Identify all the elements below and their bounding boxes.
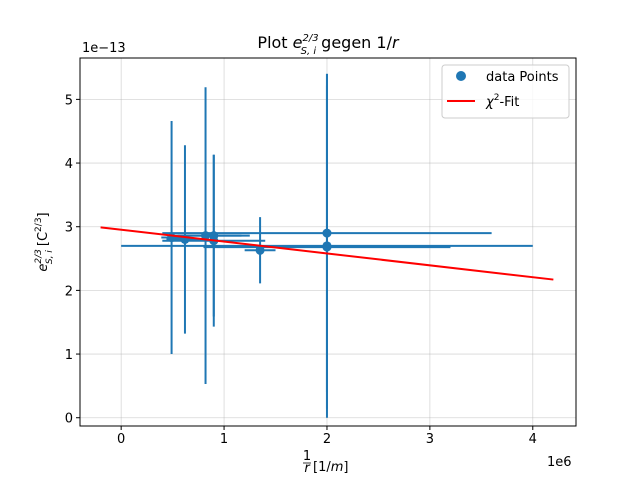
svg-text:r: r (304, 461, 311, 476)
data-point (201, 231, 211, 241)
data-point (322, 241, 332, 251)
y-tick-label: 5 (65, 93, 73, 108)
axis-ticks: 0 1 2 3 4 0 1 2 3 4 5 (65, 93, 537, 447)
legend: data Points χ2-Fit (441, 64, 570, 119)
x-tick-label: 2 (323, 432, 331, 447)
y-tick-label: 2 (65, 284, 73, 299)
data-point (322, 228, 332, 238)
fit-line (100, 226, 554, 281)
data-point (255, 245, 265, 255)
legend-label-data-points: data Points (486, 70, 559, 85)
chart-title: Plot e2/3 S, i gegen 1/r (257, 33, 400, 57)
y-tick-label: 4 (65, 157, 73, 172)
y-offset-label: 1e−13 (82, 41, 126, 56)
y-axis-label: e2/3S, i [C2/3] (34, 212, 55, 271)
x-offset-label: 1e6 (547, 455, 572, 470)
legend-label-fit: χ2-Fit (485, 93, 519, 110)
axes-frame (79, 57, 577, 427)
x-tick-label: 0 (117, 432, 125, 447)
y-tick-label: 1 (65, 348, 73, 363)
svg-text:[1/m]: [1/m] (313, 460, 348, 475)
x-tick-label: 4 (529, 432, 537, 447)
y-tick-label: 0 (65, 412, 73, 427)
legend-box (441, 64, 570, 119)
data-point (209, 231, 219, 241)
x-tick-label: 1 (220, 432, 228, 447)
svg-text:1: 1 (303, 449, 311, 464)
plot-area (100, 73, 554, 418)
x-axis-label: 1 r [1/m] (303, 449, 349, 476)
y-tick-label: 3 (65, 221, 73, 236)
legend-marker-data-points (456, 71, 466, 81)
x-tick-label: 3 (426, 432, 434, 447)
